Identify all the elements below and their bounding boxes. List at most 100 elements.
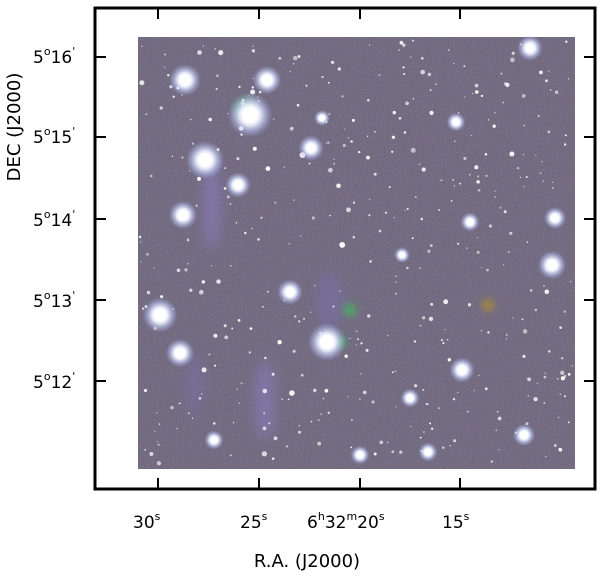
star — [317, 441, 322, 446]
y-tick-label-5d12m: 5o12' — [33, 370, 75, 393]
star — [313, 388, 317, 393]
star — [159, 106, 163, 110]
y-tick-label-5d15m: 5o15' — [33, 125, 75, 148]
star — [349, 337, 351, 340]
star — [544, 289, 550, 295]
star — [474, 165, 479, 170]
star — [420, 69, 426, 75]
star — [374, 130, 376, 133]
star — [428, 316, 434, 322]
star — [442, 446, 445, 449]
star — [164, 53, 167, 56]
star — [172, 95, 175, 98]
star — [236, 157, 240, 161]
star — [230, 265, 232, 267]
star — [549, 89, 552, 91]
star — [391, 135, 396, 139]
star — [496, 410, 499, 413]
bright-star-core — [285, 287, 295, 297]
star — [144, 448, 146, 451]
star — [571, 365, 573, 367]
star — [487, 331, 490, 334]
star — [544, 372, 547, 374]
star — [289, 126, 294, 131]
star — [357, 338, 360, 341]
star — [226, 195, 230, 199]
star — [368, 198, 371, 201]
star — [507, 250, 510, 253]
star — [452, 397, 456, 401]
star — [365, 348, 369, 352]
star — [339, 290, 341, 292]
bright-star-core — [319, 115, 325, 121]
star — [278, 57, 282, 60]
star — [360, 373, 362, 375]
star — [465, 247, 468, 249]
star — [210, 264, 213, 267]
star — [391, 150, 394, 153]
star — [252, 45, 254, 47]
star — [388, 185, 391, 189]
star — [541, 160, 543, 163]
star — [391, 450, 395, 454]
star — [454, 140, 456, 142]
star — [274, 201, 277, 204]
star — [494, 196, 496, 198]
star — [490, 460, 494, 463]
star — [505, 334, 508, 336]
star — [553, 443, 557, 448]
star — [477, 175, 480, 178]
star — [327, 141, 330, 144]
bright-star-core — [319, 334, 335, 350]
star — [521, 94, 526, 98]
star — [373, 172, 377, 176]
star — [529, 289, 533, 292]
star — [537, 115, 540, 118]
star — [273, 436, 278, 441]
star — [369, 260, 372, 263]
star — [146, 290, 151, 295]
star — [480, 94, 484, 98]
star — [497, 416, 502, 421]
star — [548, 350, 551, 353]
axis-ticks — [95, 8, 595, 489]
star — [527, 395, 530, 397]
star — [421, 167, 426, 172]
star — [457, 391, 459, 394]
star — [327, 411, 331, 415]
star — [287, 398, 290, 401]
star — [452, 179, 454, 181]
star — [271, 372, 275, 376]
bright-star-core — [197, 152, 213, 168]
star — [387, 441, 389, 444]
star — [283, 166, 286, 168]
bright-star-core — [177, 209, 189, 221]
star — [561, 357, 564, 360]
star — [421, 316, 426, 320]
star — [429, 89, 432, 92]
star — [522, 153, 525, 156]
star — [237, 318, 241, 322]
plot-frame — [93, 6, 597, 491]
star — [494, 112, 496, 114]
star — [440, 339, 443, 342]
star — [535, 154, 537, 156]
star — [456, 242, 460, 245]
star — [466, 410, 469, 413]
star — [294, 315, 297, 318]
star — [447, 49, 450, 51]
y-tick-label-5d13m: 5o13' — [33, 289, 75, 312]
star — [511, 51, 515, 55]
star — [539, 172, 542, 174]
bright-star-core — [550, 213, 560, 223]
star — [412, 98, 414, 100]
star — [296, 103, 300, 107]
star — [453, 62, 455, 65]
star — [251, 86, 255, 89]
star — [359, 398, 361, 400]
star — [560, 376, 565, 381]
star — [362, 390, 367, 395]
star — [486, 268, 489, 272]
star — [505, 82, 510, 87]
star — [464, 96, 466, 98]
